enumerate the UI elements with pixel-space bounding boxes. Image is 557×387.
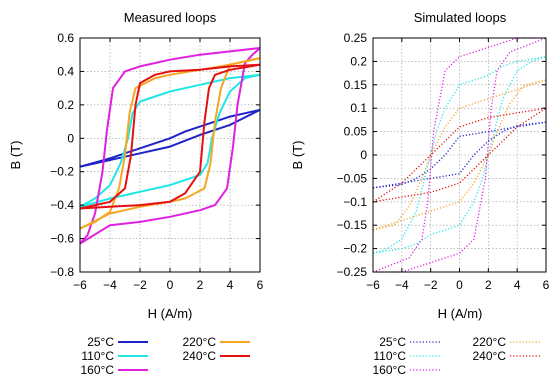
legend-label: 240°C: [473, 349, 507, 363]
y-tick-label: 0: [67, 131, 74, 145]
y-tick-label: 0.1: [350, 101, 367, 115]
legend-label: 25°C: [87, 335, 114, 349]
legend-label: 25°C: [379, 335, 406, 349]
legend-label: 160°C: [81, 363, 115, 377]
y-tick-label: −0.2: [50, 165, 74, 179]
series-lower-branch: [372, 56, 547, 254]
y-tick-label: 0.05: [344, 125, 368, 139]
series-upper-branch: [372, 56, 547, 254]
y-tick-label: −0.1: [343, 195, 367, 209]
series-upper-branch: [79, 73, 261, 208]
x-tick-label: 4: [514, 278, 521, 292]
x-tick-label: 4: [227, 278, 234, 292]
measured-plot-area: [79, 47, 261, 245]
y-tick-label: −0.2: [343, 242, 367, 256]
y-tick-label: 0.4: [57, 64, 74, 78]
simulated-plot-area: [372, 37, 547, 273]
series-upper-branch: [372, 107, 547, 203]
simulated-xlabel: H (A/m): [438, 306, 483, 321]
simulated-grid: [373, 38, 546, 272]
series-upper-branch: [373, 37, 547, 273]
y-tick-label: −0.4: [50, 198, 74, 212]
measured-grid: [80, 38, 260, 272]
y-tick-label: −0.15: [337, 218, 368, 232]
y-tick-label: 0.25: [344, 31, 368, 45]
series-lower-branch: [79, 73, 261, 208]
legend-label: 240°C: [183, 349, 217, 363]
x-tick-label: 2: [485, 278, 492, 292]
x-tick-label: 6: [543, 278, 550, 292]
series-upper-branch: [79, 63, 261, 210]
legend-label: 110°C: [81, 349, 114, 363]
measured-ylabel: B (T): [8, 141, 23, 170]
y-tick-label: 0.6: [57, 31, 74, 45]
simulated-title: Simulated loops: [414, 10, 507, 25]
series-lower-branch: [79, 57, 261, 230]
y-tick-label: 0.15: [344, 78, 368, 92]
simulated-ylabel: B (T): [290, 141, 305, 170]
legend-label: 220°C: [473, 335, 507, 349]
measured-chart: Measured loops −6 −4 −2 0 2 4 6 −0.8 −0.6 −0.4 −0.…: [8, 10, 264, 377]
x-tick-label: −6: [73, 278, 87, 292]
x-tick-label: −2: [424, 278, 438, 292]
series-upper-branch: [372, 121, 547, 189]
x-tick-label: 6: [257, 278, 264, 292]
legend-label: 160°C: [373, 363, 407, 377]
x-tick-label: −4: [395, 278, 409, 292]
series-upper-branch: [79, 108, 261, 168]
series-lower-branch: [372, 107, 547, 203]
simulated-chart: Simulated loops −6 −4 −2 0 2 4 6 −0.25 −0.2 −0.15…: [290, 10, 550, 377]
series-upper-branch: [79, 47, 261, 245]
y-tick-label: 0.2: [57, 98, 74, 112]
simulated-tick-labels: −6 −4 −2 0 2 4 6 −0.25 −0.2 −0.15 −0.1 −0.05 0 0.05 0.…: [337, 31, 550, 292]
measured-tick-labels: −6 −4 −2 0 2 4 6 −0.8 −0.6 −0.4 −0.2 0 0.2 0.4 0.6: [50, 31, 263, 292]
x-tick-label: 2: [197, 278, 204, 292]
y-tick-label: 0.2: [350, 54, 367, 68]
y-tick-label: −0.05: [337, 171, 368, 185]
x-tick-label: −2: [133, 278, 147, 292]
legend-label: 220°C: [183, 335, 217, 349]
legend-label: 110°C: [373, 349, 406, 363]
y-tick-label: −0.25: [337, 265, 368, 279]
y-tick-label: −0.6: [50, 232, 74, 246]
x-tick-label: 0: [456, 278, 463, 292]
measured-xlabel: H (A/m): [148, 306, 193, 321]
series-lower-branch: [372, 121, 547, 189]
x-tick-label: 0: [167, 278, 174, 292]
x-tick-label: −6: [366, 278, 380, 292]
x-tick-label: −4: [103, 278, 117, 292]
y-tick-label: 0: [360, 148, 367, 162]
measured-title: Measured loops: [124, 10, 217, 25]
series-lower-branch: [79, 63, 261, 210]
y-tick-label: −0.8: [50, 265, 74, 279]
